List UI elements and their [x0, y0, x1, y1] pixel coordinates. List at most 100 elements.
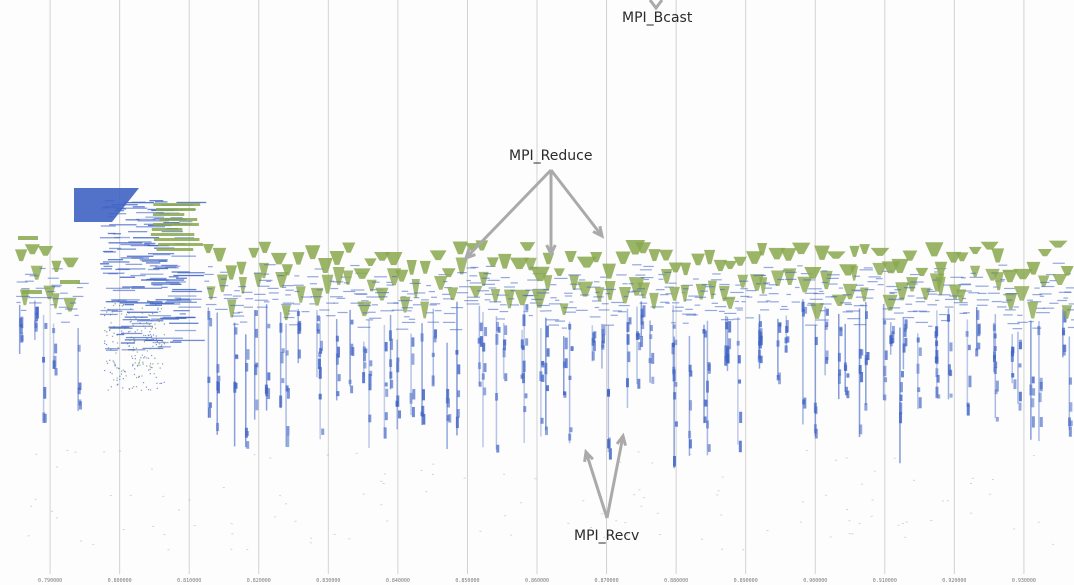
send-recv-event — [702, 329, 706, 334]
send-recv-event — [918, 397, 922, 409]
send-recv-dot — [149, 368, 151, 370]
send-recv-event — [1012, 328, 1023, 330]
send-recv-event — [627, 291, 636, 293]
idle-marker — [74, 451, 77, 453]
send-recv-event — [859, 424, 863, 435]
send-recv-event — [949, 393, 953, 398]
send-recv-event — [285, 289, 294, 291]
send-recv-event — [550, 284, 557, 286]
send-recv-event — [504, 373, 508, 382]
send-recv-dot — [139, 364, 141, 366]
send-recv-event — [846, 373, 850, 378]
send-recv-event — [100, 263, 110, 265]
send-recv-event — [643, 278, 650, 281]
send-recv-event — [1032, 388, 1036, 396]
idle-marker — [851, 533, 854, 535]
send-recv-event — [568, 274, 582, 276]
send-recv-event — [740, 288, 748, 290]
collective-event — [733, 256, 747, 266]
send-recv-event — [139, 259, 168, 261]
send-recv-event — [992, 354, 996, 362]
send-recv-event — [108, 242, 143, 244]
send-recv-event — [216, 364, 220, 373]
send-recv-event — [263, 301, 270, 303]
send-recv-event — [104, 251, 116, 253]
send-recv-event — [466, 303, 480, 305]
idle-marker — [829, 536, 832, 538]
send-recv-dot — [157, 319, 159, 321]
send-recv-event — [254, 293, 266, 295]
send-recv-event — [51, 284, 62, 286]
idle-marker — [619, 539, 622, 541]
send-recv-event — [422, 413, 426, 425]
send-recv-event — [128, 230, 148, 233]
send-recv-event — [369, 370, 373, 377]
idle-marker — [294, 520, 297, 522]
send-recv-event — [844, 303, 853, 306]
send-recv-event — [797, 265, 803, 267]
send-recv-event — [335, 335, 339, 342]
send-recv-event — [736, 309, 743, 311]
send-recv-event — [426, 312, 434, 314]
send-recv-dot — [159, 311, 161, 313]
send-recv-event — [426, 284, 432, 287]
send-recv-event — [1069, 402, 1073, 412]
send-recv-event — [589, 316, 601, 318]
send-recv-dot — [129, 321, 131, 323]
send-recv-dot — [108, 329, 111, 332]
send-recv-streak — [1017, 331, 1019, 404]
send-recv-event — [1004, 309, 1016, 311]
send-recv-event — [520, 339, 524, 349]
send-recv-event — [141, 260, 168, 262]
send-recv-event — [523, 311, 529, 313]
send-recv-event — [175, 277, 187, 279]
send-recv-event — [281, 348, 285, 353]
send-recv-event — [330, 287, 339, 290]
send-recv-event — [554, 277, 568, 280]
send-recv-event — [784, 345, 788, 353]
send-recv-event — [325, 315, 336, 317]
send-recv-event — [639, 269, 652, 271]
collective-event — [780, 248, 797, 261]
idle-marker — [355, 452, 358, 454]
send-recv-event — [456, 409, 460, 418]
send-recv-event — [617, 311, 627, 313]
send-recv-event — [144, 244, 154, 246]
send-recv-event — [391, 309, 404, 311]
send-recv-event — [707, 363, 711, 374]
send-recv-event — [50, 304, 57, 306]
collective-event — [649, 292, 659, 309]
send-recv-event — [19, 323, 23, 334]
send-recv-event — [282, 285, 294, 287]
send-recv-event — [469, 282, 482, 284]
idle-marker — [380, 504, 383, 506]
send-recv-event — [449, 328, 463, 331]
send-recv-event — [488, 287, 497, 289]
send-recv-event — [28, 296, 40, 299]
idle-marker — [109, 495, 112, 497]
collective-event — [295, 286, 306, 303]
send-recv-event — [864, 311, 868, 320]
send-recv-event — [1049, 302, 1059, 304]
send-recv-event — [179, 313, 186, 315]
send-recv-dot — [154, 357, 156, 359]
send-recv-event — [166, 300, 192, 302]
send-recv-event — [455, 416, 459, 429]
send-recv-event — [718, 310, 725, 312]
send-recv-event — [39, 267, 46, 270]
collective-event — [850, 265, 859, 281]
send-recv-event — [163, 222, 180, 224]
send-recv-event — [105, 301, 138, 303]
send-recv-event — [867, 281, 878, 283]
send-recv-event — [839, 327, 843, 337]
send-recv-event — [330, 296, 343, 298]
collective-event — [783, 268, 797, 286]
tick-label: 0.840000 — [386, 578, 410, 584]
send-recv-event — [144, 242, 156, 245]
send-recv-event — [109, 247, 122, 250]
send-recv-event — [1068, 377, 1072, 385]
send-recv-dot — [156, 382, 158, 384]
send-recv-event — [837, 352, 841, 362]
idle-marker — [230, 548, 233, 550]
send-recv-event — [856, 284, 864, 286]
